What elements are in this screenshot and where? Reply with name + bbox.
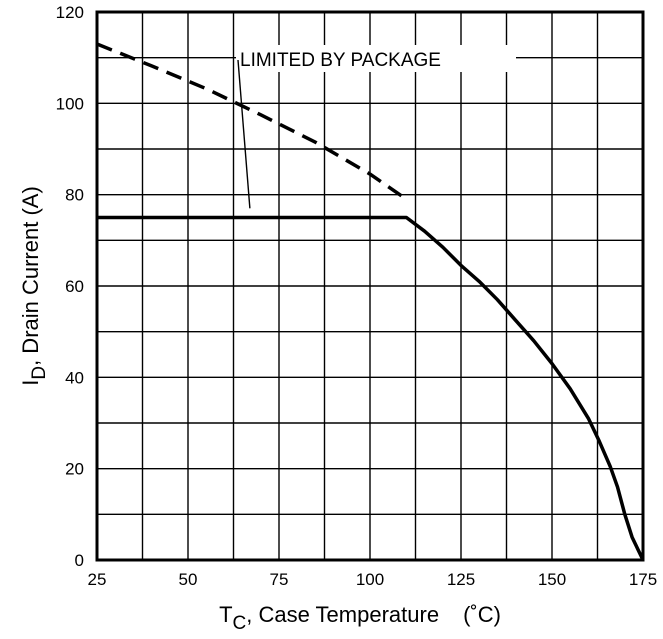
x-axis-title-unit: (˚C): [463, 602, 501, 627]
y-tick-label: 20: [65, 460, 84, 479]
x-tick-label: 50: [179, 570, 198, 589]
x-tick-label: 25: [88, 570, 107, 589]
y-tick-label: 40: [65, 368, 84, 387]
y-axis-title-rest: , Drain Current (A): [18, 186, 43, 366]
annotation-background: [236, 45, 516, 72]
x-tick-label: 75: [270, 570, 289, 589]
tick-labels: 25 50 75 100 125 150 175 0 20 40 60 80 100 120: [56, 3, 658, 589]
y-tick-label: 120: [56, 3, 84, 22]
plot-frame: [95, 10, 645, 562]
annotation-leader-line: [237, 59, 251, 209]
x-tick-label: 150: [538, 570, 566, 589]
annotation-label: LIMITED BY PACKAGE: [240, 50, 441, 71]
x-axis-title-rest: , Case Temperature: [246, 602, 439, 627]
y-axis-title-subscript: D: [29, 366, 50, 380]
package-limit-dashed-line: [96, 42, 408, 201]
x-axis-title-subscript: C: [233, 613, 247, 634]
chart-series: [96, 42, 645, 561]
x-tick-label: 100: [356, 570, 384, 589]
x-axis-title: TC, Case Temperature (˚C): [219, 602, 501, 634]
y-tick-label: 60: [65, 277, 84, 296]
y-tick-label: 100: [56, 94, 84, 113]
y-tick-label: 0: [75, 551, 84, 570]
y-axis-title-main: I: [18, 380, 43, 386]
y-tick-label: 80: [65, 186, 84, 205]
chart-grid: [97, 12, 643, 560]
x-tick-label: 175: [629, 570, 657, 589]
x-axis-title-main: T: [219, 602, 232, 627]
annotation: LIMITED BY PACKAGE: [236, 45, 516, 209]
y-axis-title: ID, Drain Current (A): [18, 186, 50, 386]
drain-current-solid-line: [97, 215, 645, 561]
x-tick-label: 125: [447, 570, 475, 589]
